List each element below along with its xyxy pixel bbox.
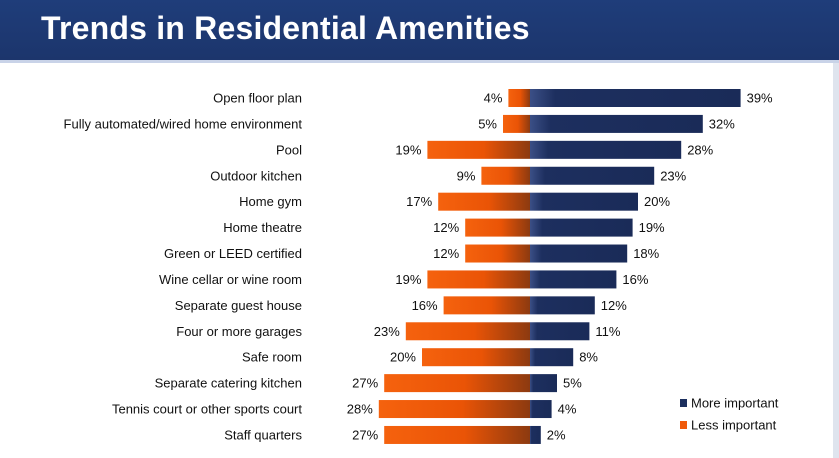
value-label-less-important: 28% [347,402,373,417]
category-label: Home gym [239,194,302,209]
category-label: Open floor plan [213,91,302,106]
chart-row: Wine cellar or wine room 19% 16% [159,270,649,289]
bar-more-important [530,400,552,419]
bar-more-important [530,244,628,263]
value-label-less-important: 16% [412,298,438,313]
category-label: Four or more garages [176,324,302,339]
legend-item-less-important: Less important [680,418,777,433]
category-label: Pool [276,142,302,157]
value-label-more-important: 20% [644,194,670,209]
legend-item-more-important: More important [680,396,779,411]
value-label-more-important: 32% [709,116,735,131]
value-label-more-important: 23% [660,168,686,183]
value-label-less-important: 19% [395,142,421,157]
bar-more-important [530,192,638,211]
category-label: Fully automated/wired home environment [64,116,303,131]
chart-row: Separate catering kitchen 27% 5% [155,374,582,393]
title-divider [0,60,839,63]
bar-more-important [530,296,595,315]
bar-more-important [530,89,741,107]
value-label-more-important: 19% [639,220,665,235]
category-label: Staff quarters [224,427,302,442]
bar-less-important [427,140,530,159]
value-label-more-important: 8% [579,350,598,365]
bar-less-important [422,348,530,367]
category-label: Separate guest house [175,298,302,313]
value-label-less-important: 23% [374,324,400,339]
value-label-more-important: 18% [633,246,659,261]
page-title: Trends in Residential Amenities [41,10,530,46]
value-label-more-important: 4% [558,402,577,417]
value-label-less-important: 27% [352,376,378,391]
bar-less-important [378,400,530,419]
value-label-more-important: 11% [595,324,620,339]
chart-row: Separate guest house 16% 12% [175,296,627,315]
value-label-less-important: 12% [433,246,459,261]
category-label: Separate catering kitchen [155,376,302,391]
legend-swatch [680,421,687,429]
value-label-more-important: 28% [687,142,713,157]
chart-row: Green or LEED certified 12% 18% [164,244,660,263]
bar-less-important [384,425,530,444]
value-label-less-important: 20% [390,350,416,365]
bar-less-important [384,374,530,393]
bar-less-important [508,89,530,107]
bar-less-important [465,218,530,237]
value-label-less-important: 17% [406,194,432,209]
value-label-less-important: 12% [433,220,459,235]
bar-more-important [530,166,655,185]
chart-row: Open floor plan 4% 39% [213,89,773,107]
category-label: Tennis court or other sports court [112,402,302,417]
value-label-less-important: 9% [457,168,476,183]
chart-row: Home theatre 12% 19% [223,218,665,237]
category-label: Home theatre [223,220,302,235]
slide-edge [833,63,839,458]
bar-more-important [530,348,574,367]
bar-more-important [530,322,590,341]
bar-more-important [530,140,682,159]
bar-more-important [530,374,557,393]
bar-less-important [438,192,530,211]
legend-label: Less important [691,418,777,433]
bar-more-important [530,270,617,289]
bar-less-important [405,322,530,341]
value-label-less-important: 4% [484,91,503,106]
chart-row: Staff quarters 27% 2% [224,425,566,444]
chart-row: Pool 19% 28% [276,140,714,159]
value-label-more-important: 12% [601,298,627,313]
value-label-more-important: 5% [563,376,582,391]
bar-less-important [427,270,530,289]
bar-less-important [503,114,530,133]
value-label-more-important: 39% [747,91,773,106]
value-label-less-important: 27% [352,427,378,442]
value-label-less-important: 5% [478,116,497,131]
bar-more-important [530,218,633,237]
category-label: Outdoor kitchen [210,168,302,183]
bar-more-important [530,425,541,444]
chart-row: Outdoor kitchen 9% 23% [210,166,687,185]
chart-row: Home gym 17% 20% [239,192,670,211]
bar-more-important [530,114,703,133]
legend-label: More important [691,396,779,411]
chart-row: Safe room 20% 8% [242,348,598,367]
category-label: Green or LEED certified [164,246,302,261]
chart-row: Fully automated/wired home environment 5%… [64,114,735,133]
chart-row: Tennis court or other sports court 28% 4% [112,400,577,419]
title-banner [0,0,839,60]
bar-less-important [443,296,530,315]
value-label-more-important: 16% [622,272,648,287]
bar-less-important [465,244,530,263]
bar-less-important [481,166,530,185]
category-label: Safe room [242,350,302,365]
category-label: Wine cellar or wine room [159,272,302,287]
value-label-more-important: 2% [547,427,566,442]
value-label-less-important: 19% [395,272,421,287]
legend-swatch [680,399,687,407]
chart-row: Four or more garages 23% 11% [176,322,621,341]
